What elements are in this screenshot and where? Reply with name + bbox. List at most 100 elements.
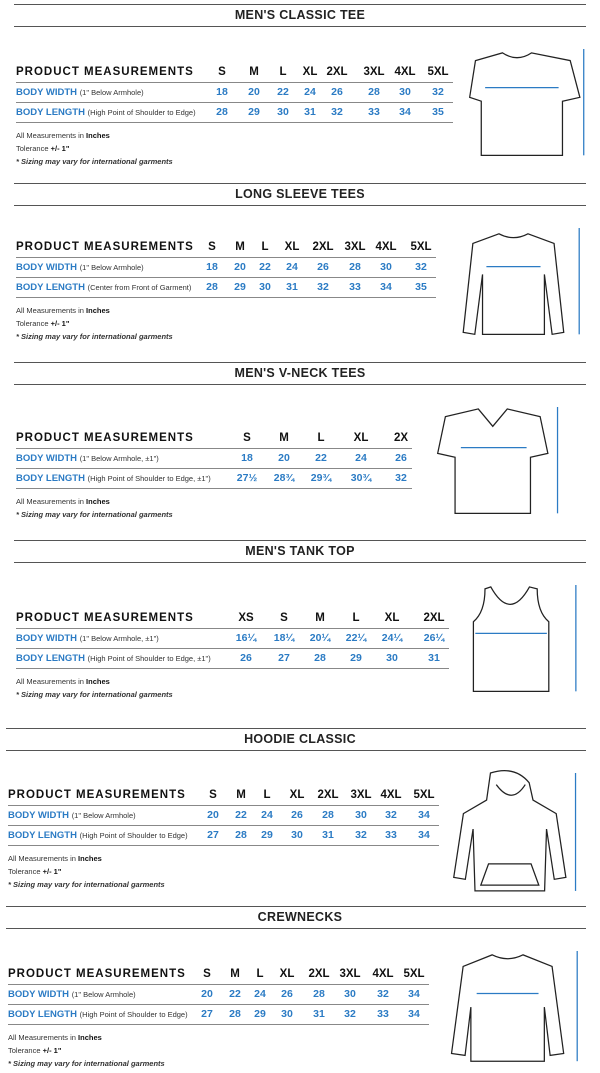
measurement-value: 26 bbox=[240, 652, 252, 664]
measurement-value: 28 bbox=[349, 261, 361, 273]
disclaimer-text: * Sizing may vary for international garm… bbox=[8, 1059, 165, 1068]
measurement-value: 24¼ bbox=[381, 632, 403, 644]
measurement-value: 30 bbox=[344, 988, 356, 1000]
measurement-value: 33 bbox=[368, 106, 380, 118]
row-label: BODY LENGTH (High Point of Shoulder to E… bbox=[8, 830, 188, 841]
measurement-value: 20 bbox=[234, 261, 246, 273]
measure-name: BODY LENGTH bbox=[16, 653, 85, 664]
size-section: LONG SLEEVE TEES PRODUCT MEASUREMENTS S M L X… bbox=[0, 183, 600, 361]
size-header: XL bbox=[284, 241, 300, 253]
measurement-value: 34 bbox=[418, 809, 430, 821]
units-prefix: All Measurements in bbox=[8, 854, 76, 863]
measurement-value: 33 bbox=[377, 1008, 389, 1020]
tank-icon bbox=[472, 585, 577, 692]
long-sleeve-icon bbox=[462, 228, 580, 336]
row-label: BODY WIDTH (1" Below Armhole) bbox=[8, 810, 136, 821]
measure-note: (1" Below Armhole) bbox=[79, 263, 144, 272]
measurement-value: 32 bbox=[385, 809, 397, 821]
disclaimer: * Sizing may vary for international garm… bbox=[16, 690, 173, 699]
measurement-value: 30 bbox=[277, 106, 289, 118]
tolerance-note: Tolerance +/- 1" bbox=[16, 144, 69, 153]
row-divider bbox=[8, 1024, 429, 1025]
measurement-value: 24 bbox=[304, 86, 316, 98]
measurement-value: 22 bbox=[229, 988, 241, 1000]
size-header: M bbox=[230, 968, 240, 980]
units-note: All Measurements in Inches bbox=[8, 1033, 102, 1042]
measure-note: (High Point of Shoulder to Edge) bbox=[79, 831, 188, 840]
measure-name: BODY WIDTH bbox=[16, 87, 78, 98]
size-header: 3XL bbox=[344, 241, 366, 253]
size-header: 4XL bbox=[375, 241, 397, 253]
divider bbox=[6, 928, 586, 929]
row-label: BODY WIDTH (1" Below Armhole) bbox=[16, 262, 144, 273]
measurement-value: 26 bbox=[331, 86, 343, 98]
measure-name: BODY LENGTH bbox=[16, 473, 85, 484]
size-header: L bbox=[261, 241, 269, 253]
measure-note: (1" Below Armhole) bbox=[71, 990, 136, 999]
divider bbox=[6, 750, 586, 751]
divider bbox=[14, 362, 586, 363]
measurement-value: 26 bbox=[317, 261, 329, 273]
measure-name: BODY WIDTH bbox=[16, 633, 78, 644]
disclaimer: * Sizing may vary for international garm… bbox=[8, 1059, 165, 1068]
disclaimer: * Sizing may vary for international garm… bbox=[8, 880, 165, 889]
section-title: HOODIE CLASSIC bbox=[244, 732, 356, 746]
tolerance: +/- 1" bbox=[50, 319, 70, 328]
units: Inches bbox=[86, 131, 110, 140]
units-prefix: All Measurements in bbox=[8, 1033, 76, 1042]
row-divider bbox=[16, 277, 436, 278]
row-divider bbox=[16, 82, 453, 83]
measurement-value: 31 bbox=[304, 106, 316, 118]
measurement-value: 30 bbox=[355, 809, 367, 821]
measure-note: (1" Below Armhole) bbox=[71, 811, 136, 820]
tee-icon bbox=[468, 48, 585, 156]
row-divider bbox=[16, 122, 453, 123]
size-header: M bbox=[249, 66, 259, 78]
measurement-value: 31 bbox=[428, 652, 440, 664]
size-header: S bbox=[243, 432, 251, 444]
section-title: LONG SLEEVE TEES bbox=[235, 187, 365, 201]
measurement-value: 33 bbox=[385, 829, 397, 841]
measure-name: BODY WIDTH bbox=[16, 262, 78, 273]
size-header: 3XL bbox=[363, 66, 385, 78]
size-header: L bbox=[256, 968, 264, 980]
size-header: 2XL bbox=[308, 968, 330, 980]
measurement-value: 32 bbox=[415, 261, 427, 273]
units: Inches bbox=[78, 1033, 102, 1042]
divider bbox=[14, 183, 586, 184]
divider bbox=[6, 728, 586, 729]
measure-note: (1" Below Armhole) bbox=[79, 88, 144, 97]
size-header: M bbox=[235, 241, 245, 253]
units-note: All Measurements in Inches bbox=[8, 854, 102, 863]
size-header: 5XL bbox=[410, 241, 432, 253]
size-header: 3XL bbox=[339, 968, 361, 980]
disclaimer-text: * Sizing may vary for international garm… bbox=[8, 880, 165, 889]
measurement-value: 28 bbox=[314, 652, 326, 664]
size-section: MEN'S V-NECK TEES PRODUCT MEASUREMENTS S M L… bbox=[0, 362, 600, 540]
size-section: MEN'S CLASSIC TEE PRODUCT MEASUREMENTS S M L… bbox=[0, 4, 600, 182]
section-title: CREWNECKS bbox=[257, 910, 343, 924]
measurement-value: 20 bbox=[278, 452, 290, 464]
measurement-value: 31 bbox=[313, 1008, 325, 1020]
size-header: S bbox=[209, 789, 217, 801]
units: Inches bbox=[86, 497, 110, 506]
units-prefix: All Measurements in bbox=[16, 677, 84, 686]
measure-name: BODY LENGTH bbox=[16, 282, 85, 293]
row-divider bbox=[16, 448, 412, 449]
measurement-value: 34 bbox=[408, 988, 420, 1000]
size-header: S bbox=[280, 612, 288, 624]
units-prefix: All Measurements in bbox=[16, 131, 84, 140]
measurement-value: 33 bbox=[349, 281, 361, 293]
measure-note: (1" Below Armhole, ±1") bbox=[79, 454, 159, 463]
row-divider bbox=[8, 825, 439, 826]
disclaimer: * Sizing may vary for international garm… bbox=[16, 157, 173, 166]
units: Inches bbox=[78, 854, 102, 863]
tolerance-prefix: Tolerance bbox=[16, 319, 49, 328]
measurement-value: 20 bbox=[248, 86, 260, 98]
measurement-value: 34 bbox=[380, 281, 392, 293]
size-header: 5XL bbox=[427, 66, 449, 78]
measurement-value: 30 bbox=[399, 86, 411, 98]
row-label: BODY LENGTH (High Point of Shoulder to E… bbox=[8, 1009, 188, 1020]
row-divider bbox=[16, 257, 436, 258]
size-header: 5XL bbox=[403, 968, 425, 980]
